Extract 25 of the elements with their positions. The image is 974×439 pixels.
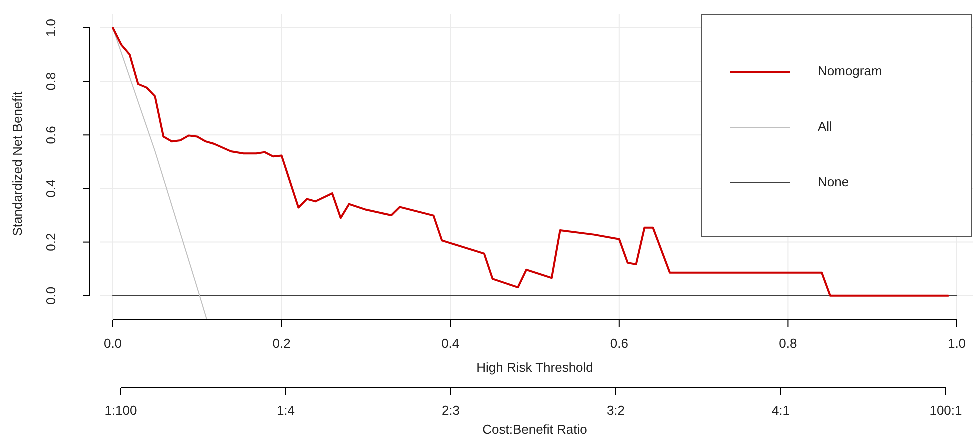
x-tick-label: 0.4 <box>442 336 460 352</box>
text: 100:1 <box>930 403 962 418</box>
x-tick-label: 1.0 <box>948 336 966 352</box>
x-axis-title: High Risk Threshold <box>476 360 594 375</box>
text: 2:3 <box>442 403 460 418</box>
x-tick-label: 0.6 <box>610 336 628 352</box>
text: 3:2 <box>606 403 626 418</box>
y-tick-label: 1.0 <box>43 18 58 38</box>
legend-label: None <box>818 174 850 190</box>
y-tick-label: 0.6 <box>43 126 58 144</box>
legend-label: All <box>818 118 833 134</box>
x-tick-label: 0.8 <box>779 336 798 352</box>
y-tick-label: 0.4 <box>43 180 58 198</box>
x-tick-label: 0.2 <box>272 336 291 352</box>
text: 1:100 <box>104 403 138 418</box>
y-tick-label: 0.2 <box>43 233 58 252</box>
legend-label: Nomogram <box>818 63 882 78</box>
x-tick-label: 0.0 <box>104 336 122 352</box>
x2-axis-title: Cost:Benefit Ratio <box>482 422 588 437</box>
text: 1:4 <box>276 403 296 418</box>
y-tick-label: 0.8 <box>43 72 58 91</box>
text: 4:1 <box>772 403 790 418</box>
line-series <box>112 27 950 297</box>
y-axis-title: Standardized Net Benefit <box>10 91 25 236</box>
y-tick-label: 0.0 <box>43 286 58 305</box>
